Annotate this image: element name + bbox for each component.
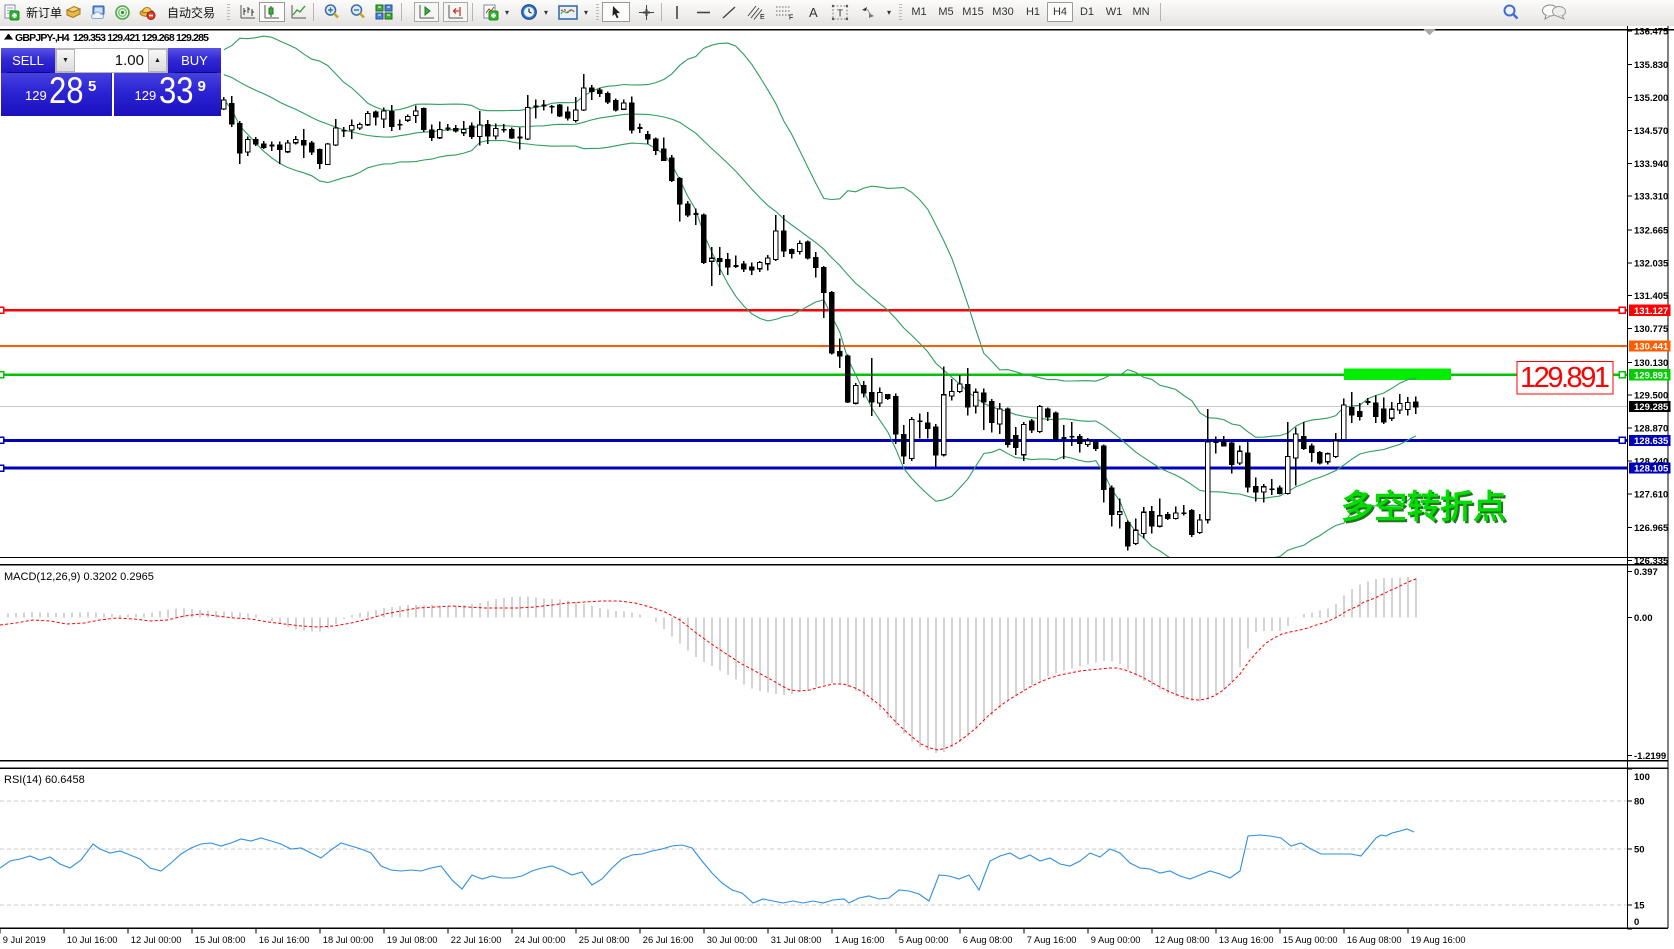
svg-text:-1.2199: -1.2199 xyxy=(1634,751,1666,762)
svg-text:31 Jul 08:00: 31 Jul 08:00 xyxy=(771,935,822,945)
svg-text:9 Aug 00:00: 9 Aug 00:00 xyxy=(1091,935,1141,945)
svg-text:19 Aug 16:00: 19 Aug 16:00 xyxy=(1411,935,1466,945)
svg-text:135.200: 135.200 xyxy=(1634,93,1668,104)
svg-text:T: T xyxy=(837,8,843,19)
svg-text:5 Aug 00:00: 5 Aug 00:00 xyxy=(899,935,949,945)
svg-text:131.127: 131.127 xyxy=(1634,306,1668,317)
svg-text:1 Aug 16:00: 1 Aug 16:00 xyxy=(835,935,885,945)
svg-text:130.441: 130.441 xyxy=(1634,342,1669,353)
svg-text:12 Jul 00:00: 12 Jul 00:00 xyxy=(131,935,182,945)
svg-text:9 Jul 2019: 9 Jul 2019 xyxy=(3,935,46,945)
svg-text:129.891: 129.891 xyxy=(1634,370,1669,381)
svg-text:RSI(14) 60.6458: RSI(14) 60.6458 xyxy=(4,774,85,786)
svg-text:A: A xyxy=(809,5,818,20)
svg-text:19 Jul 08:00: 19 Jul 08:00 xyxy=(387,935,438,945)
svg-text:13 Aug 16:00: 13 Aug 16:00 xyxy=(1219,935,1274,945)
svg-text:多空转折点: 多空转折点 xyxy=(1343,490,1508,527)
svg-text:7 Aug 16:00: 7 Aug 16:00 xyxy=(1027,935,1077,945)
svg-text:128.240: 128.240 xyxy=(1634,457,1668,468)
svg-text:6 Aug 08:00: 6 Aug 08:00 xyxy=(963,935,1013,945)
svg-text:10 Jul 16:00: 10 Jul 16:00 xyxy=(67,935,118,945)
svg-text:100: 100 xyxy=(1634,772,1650,783)
svg-text:15 Aug 00:00: 15 Aug 00:00 xyxy=(1283,935,1338,945)
svg-text:18 Jul 00:00: 18 Jul 00:00 xyxy=(323,935,374,945)
svg-text:126.335: 126.335 xyxy=(1634,556,1669,567)
svg-text:F: F xyxy=(789,14,793,21)
svg-text:127.610: 127.610 xyxy=(1634,489,1668,500)
svg-text:50: 50 xyxy=(1634,845,1645,856)
svg-text:130.775: 130.775 xyxy=(1634,324,1669,335)
svg-text:133.940: 133.940 xyxy=(1634,159,1668,170)
svg-text:16 Jul 16:00: 16 Jul 16:00 xyxy=(259,935,310,945)
svg-text:134.570: 134.570 xyxy=(1634,126,1668,137)
svg-text:80: 80 xyxy=(1634,797,1645,808)
svg-text:136.475: 136.475 xyxy=(1634,27,1669,38)
svg-text:GBPJPY-,H4 129.353 129.421 12: GBPJPY-,H4 129.353 129.421 129.268 129.2… xyxy=(15,32,209,44)
svg-text:24 Jul 00:00: 24 Jul 00:00 xyxy=(515,935,566,945)
svg-text:128.870: 128.870 xyxy=(1634,424,1668,435)
svg-text:25 Jul 08:00: 25 Jul 08:00 xyxy=(579,935,630,945)
svg-text:0.00: 0.00 xyxy=(1634,613,1653,624)
svg-text:132.665: 132.665 xyxy=(1634,225,1669,236)
svg-text:133.310: 133.310 xyxy=(1634,192,1668,203)
svg-text:126.965: 126.965 xyxy=(1634,523,1669,534)
svg-text:0.397: 0.397 xyxy=(1634,567,1658,578)
svg-text:MACD(12,26,9) 0.3202 0.2965: MACD(12,26,9) 0.3202 0.2965 xyxy=(4,571,154,583)
svg-text:26 Jul 16:00: 26 Jul 16:00 xyxy=(643,935,694,945)
svg-text:132.035: 132.035 xyxy=(1634,258,1669,269)
svg-text:0: 0 xyxy=(1634,917,1639,928)
svg-text:129.500: 129.500 xyxy=(1634,391,1668,402)
svg-text:30 Jul 00:00: 30 Jul 00:00 xyxy=(707,935,758,945)
svg-text:15: 15 xyxy=(1634,901,1645,912)
svg-text:15 Jul 08:00: 15 Jul 08:00 xyxy=(195,935,246,945)
svg-text:E: E xyxy=(760,14,765,21)
svg-text:22 Jul 16:00: 22 Jul 16:00 xyxy=(451,935,502,945)
svg-text:16 Aug 08:00: 16 Aug 08:00 xyxy=(1347,935,1402,945)
svg-text:131.405: 131.405 xyxy=(1634,291,1669,302)
svg-text:129.891: 129.891 xyxy=(1520,362,1610,394)
svg-text:12 Aug 08:00: 12 Aug 08:00 xyxy=(1155,935,1210,945)
svg-text:129.285: 129.285 xyxy=(1634,402,1669,413)
svg-text:135.830: 135.830 xyxy=(1634,60,1668,71)
svg-text:多空转折点: 多空转折点 xyxy=(1341,488,1506,525)
svg-text:128.635: 128.635 xyxy=(1634,436,1669,447)
svg-text:130.130: 130.130 xyxy=(1634,358,1668,369)
svg-text:128.105: 128.105 xyxy=(1634,464,1669,475)
